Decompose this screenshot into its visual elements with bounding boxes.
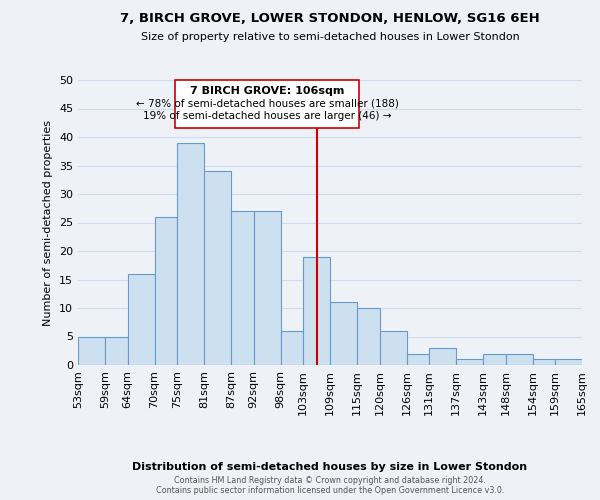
Bar [407,354,429,365]
FancyBboxPatch shape [175,80,359,128]
Bar [330,302,357,365]
Bar [254,211,281,365]
Bar [429,348,456,365]
Bar [78,336,105,365]
Text: ← 78% of semi-detached houses are smaller (188): ← 78% of semi-detached houses are smalle… [136,98,398,108]
Text: Contains HM Land Registry data © Crown copyright and database right 2024.
Contai: Contains HM Land Registry data © Crown c… [156,476,504,495]
Bar [505,354,533,365]
Bar [456,360,483,365]
Bar [128,274,155,365]
Bar [357,308,380,365]
Bar [177,142,204,365]
Bar [204,171,231,365]
Bar [483,354,505,365]
Bar [105,336,128,365]
Text: Size of property relative to semi-detached houses in Lower Stondon: Size of property relative to semi-detach… [140,32,520,42]
Bar [155,217,177,365]
Bar [380,331,407,365]
Text: 19% of semi-detached houses are larger (46) →: 19% of semi-detached houses are larger (… [143,111,391,121]
Text: 7 BIRCH GROVE: 106sqm: 7 BIRCH GROVE: 106sqm [190,86,344,96]
Bar [231,211,254,365]
Bar [533,360,555,365]
Text: Distribution of semi-detached houses by size in Lower Stondon: Distribution of semi-detached houses by … [133,462,527,472]
Bar [303,256,330,365]
Text: 7, BIRCH GROVE, LOWER STONDON, HENLOW, SG16 6EH: 7, BIRCH GROVE, LOWER STONDON, HENLOW, S… [120,12,540,26]
Y-axis label: Number of semi-detached properties: Number of semi-detached properties [43,120,53,326]
Bar [555,360,582,365]
Bar [281,331,303,365]
